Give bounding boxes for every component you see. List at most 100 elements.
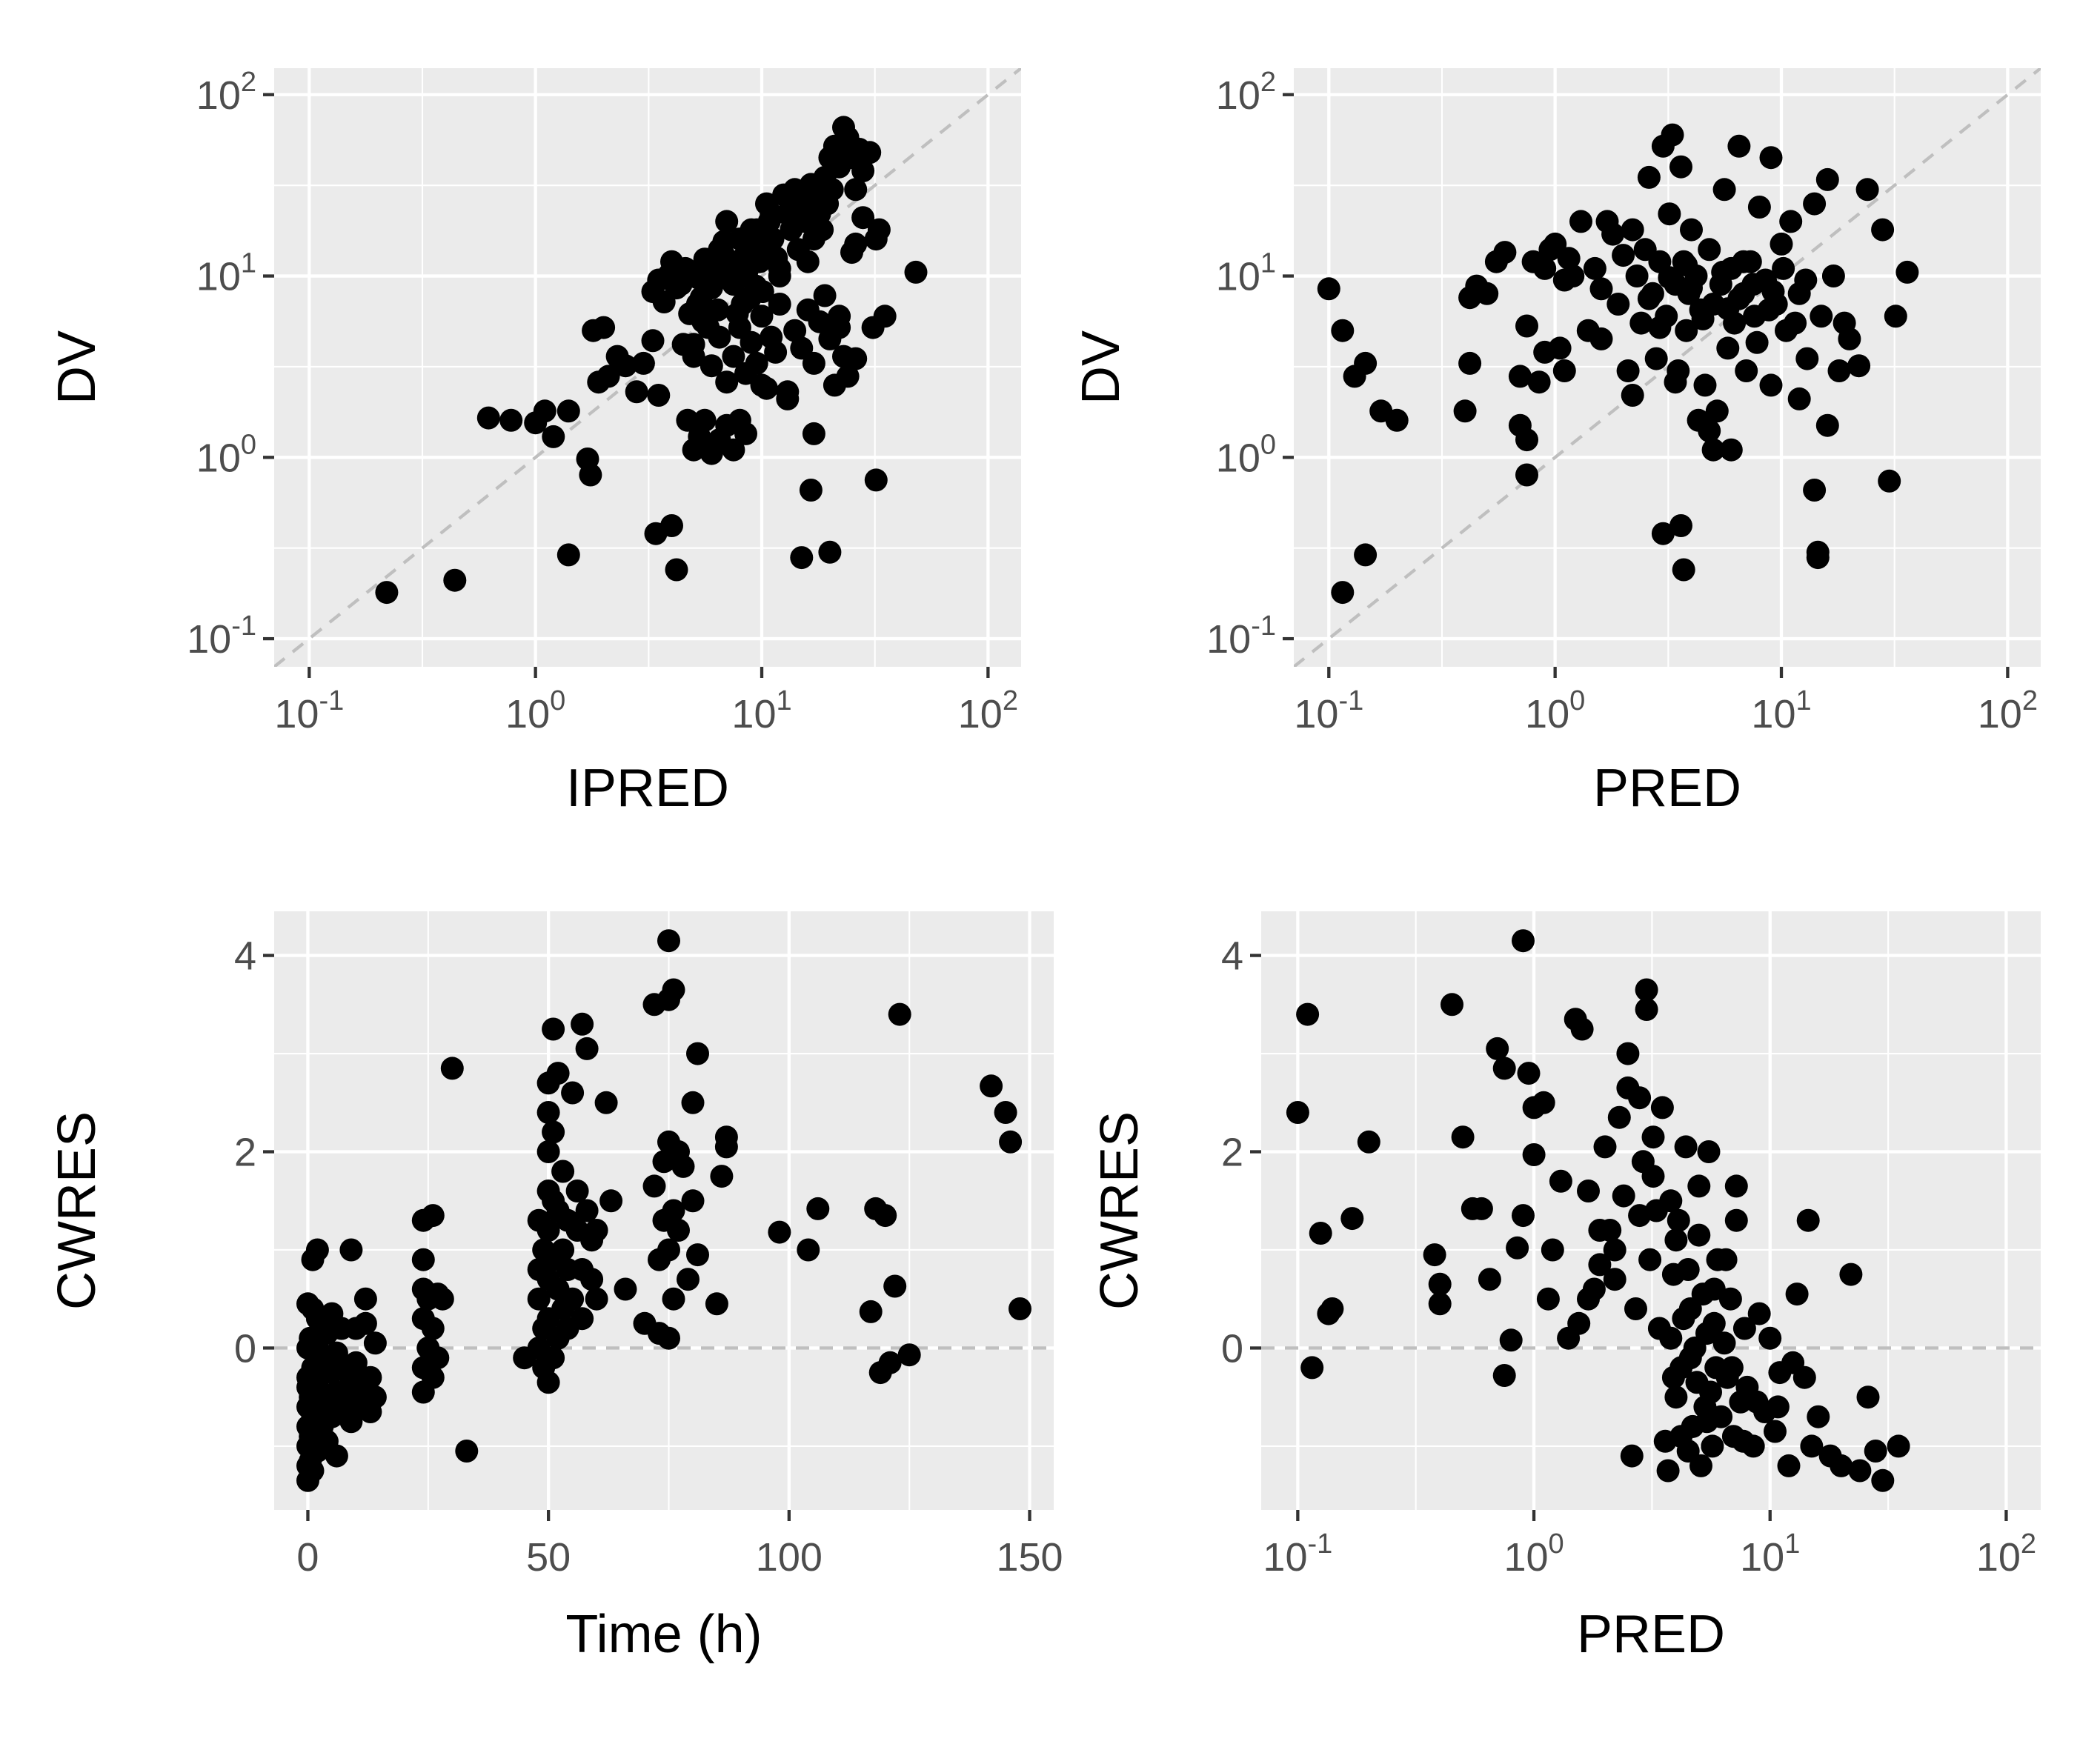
data-point: [1848, 1459, 1872, 1483]
data-point: [1795, 347, 1819, 370]
data-point: [1296, 1002, 1320, 1026]
data-point: [1680, 218, 1703, 242]
data-point: [1612, 244, 1635, 267]
data-point: [1735, 359, 1758, 382]
data-point: [888, 1002, 911, 1026]
data-point: [1644, 347, 1668, 370]
panel-dv-vs-pred: 10-1 100 101 102 10-1 100 101 102 PRED DV: [1071, 67, 2041, 818]
data-point: [1785, 1282, 1809, 1306]
data-point: [671, 1154, 695, 1178]
data-point: [1492, 1057, 1516, 1080]
data-point: [980, 1074, 1003, 1098]
data-point: [1441, 993, 1463, 1017]
data-point: [1354, 351, 1378, 375]
data-point: [431, 1287, 454, 1311]
data-point: [1469, 1197, 1493, 1220]
data-point: [421, 1365, 445, 1389]
data-point: [359, 1365, 382, 1389]
data-points: [296, 929, 1031, 1492]
data-point: [1680, 276, 1703, 300]
data-point: [1895, 260, 1919, 284]
data-point: [734, 422, 757, 445]
data-point: [720, 268, 744, 292]
data-point: [790, 546, 814, 570]
data-point: [682, 345, 705, 368]
data-point: [1871, 1468, 1895, 1492]
data-point: [851, 159, 875, 183]
data-point: [353, 1287, 377, 1311]
data-point: [706, 298, 730, 322]
x-axis-title: PRED: [1593, 759, 1741, 818]
data-points: [1317, 123, 1919, 605]
data-point: [1552, 359, 1576, 382]
data-point: [1864, 1440, 1887, 1463]
y-axis-title: CWRES: [47, 1111, 107, 1310]
data-point: [1724, 1174, 1748, 1198]
data-point: [305, 1238, 329, 1262]
data-point: [1698, 238, 1721, 262]
data-point: [1689, 1454, 1712, 1477]
data-point: [1331, 581, 1355, 605]
data-point: [1570, 1017, 1594, 1041]
data-point: [750, 238, 774, 262]
y-tick-label: 0: [234, 1326, 256, 1371]
data-point: [565, 1180, 589, 1202]
data-point: [1815, 167, 1839, 191]
data-point: [760, 202, 783, 226]
data-point: [551, 1160, 575, 1183]
data-point: [662, 978, 685, 1002]
data-point: [681, 1091, 705, 1114]
data-point: [1621, 218, 1644, 242]
data-point: [546, 1062, 570, 1085]
data-point: [1453, 399, 1477, 423]
y-tick-label: 101: [1216, 248, 1276, 299]
data-point: [1428, 1272, 1452, 1296]
data-point: [1687, 1223, 1711, 1247]
data-point: [1784, 311, 1807, 335]
data-point: [844, 178, 868, 202]
data-point: [536, 1101, 560, 1124]
data-point: [1787, 387, 1811, 410]
data-point: [1637, 287, 1661, 310]
y-axis-title: CWRES: [1090, 1111, 1149, 1310]
data-point: [1661, 123, 1684, 147]
data-point: [1830, 1454, 1853, 1477]
data-point: [585, 1219, 608, 1242]
data-point: [1796, 1208, 1820, 1232]
data-point: [744, 274, 768, 298]
data-point: [1320, 1297, 1344, 1320]
data-point: [542, 1017, 565, 1041]
data-point: [1675, 319, 1698, 342]
data-point: [1428, 1292, 1452, 1316]
data-point: [1651, 522, 1675, 545]
data-point: [1616, 1042, 1640, 1065]
data-point: [1589, 277, 1613, 301]
data-point: [768, 256, 791, 280]
data-point: [1669, 155, 1692, 179]
data-point: [1588, 1219, 1612, 1242]
data-point: [1601, 222, 1625, 246]
data-point: [1607, 1105, 1631, 1129]
x-tick-label: 10-1: [1263, 1528, 1332, 1580]
data-point: [1635, 978, 1658, 1002]
data-point: [353, 1311, 377, 1335]
data-point: [844, 232, 868, 256]
data-point: [1701, 1434, 1724, 1458]
data-point: [1699, 1380, 1722, 1404]
data-point: [1711, 260, 1735, 284]
data-point: [499, 408, 523, 432]
y-tick-label: 102: [196, 67, 256, 118]
data-point: [883, 1274, 907, 1298]
data-point: [575, 1199, 599, 1222]
data-point: [411, 1248, 435, 1271]
data-point: [657, 1326, 680, 1350]
data-point: [1583, 256, 1606, 280]
data-point: [1475, 282, 1499, 305]
data-point: [820, 178, 844, 202]
data-point: [556, 399, 580, 423]
data-point: [1658, 266, 1681, 290]
data-point: [1732, 1429, 1755, 1453]
data-point: [750, 373, 774, 397]
x-tick-label: 102: [1978, 685, 2038, 736]
data-point: [561, 1287, 585, 1311]
